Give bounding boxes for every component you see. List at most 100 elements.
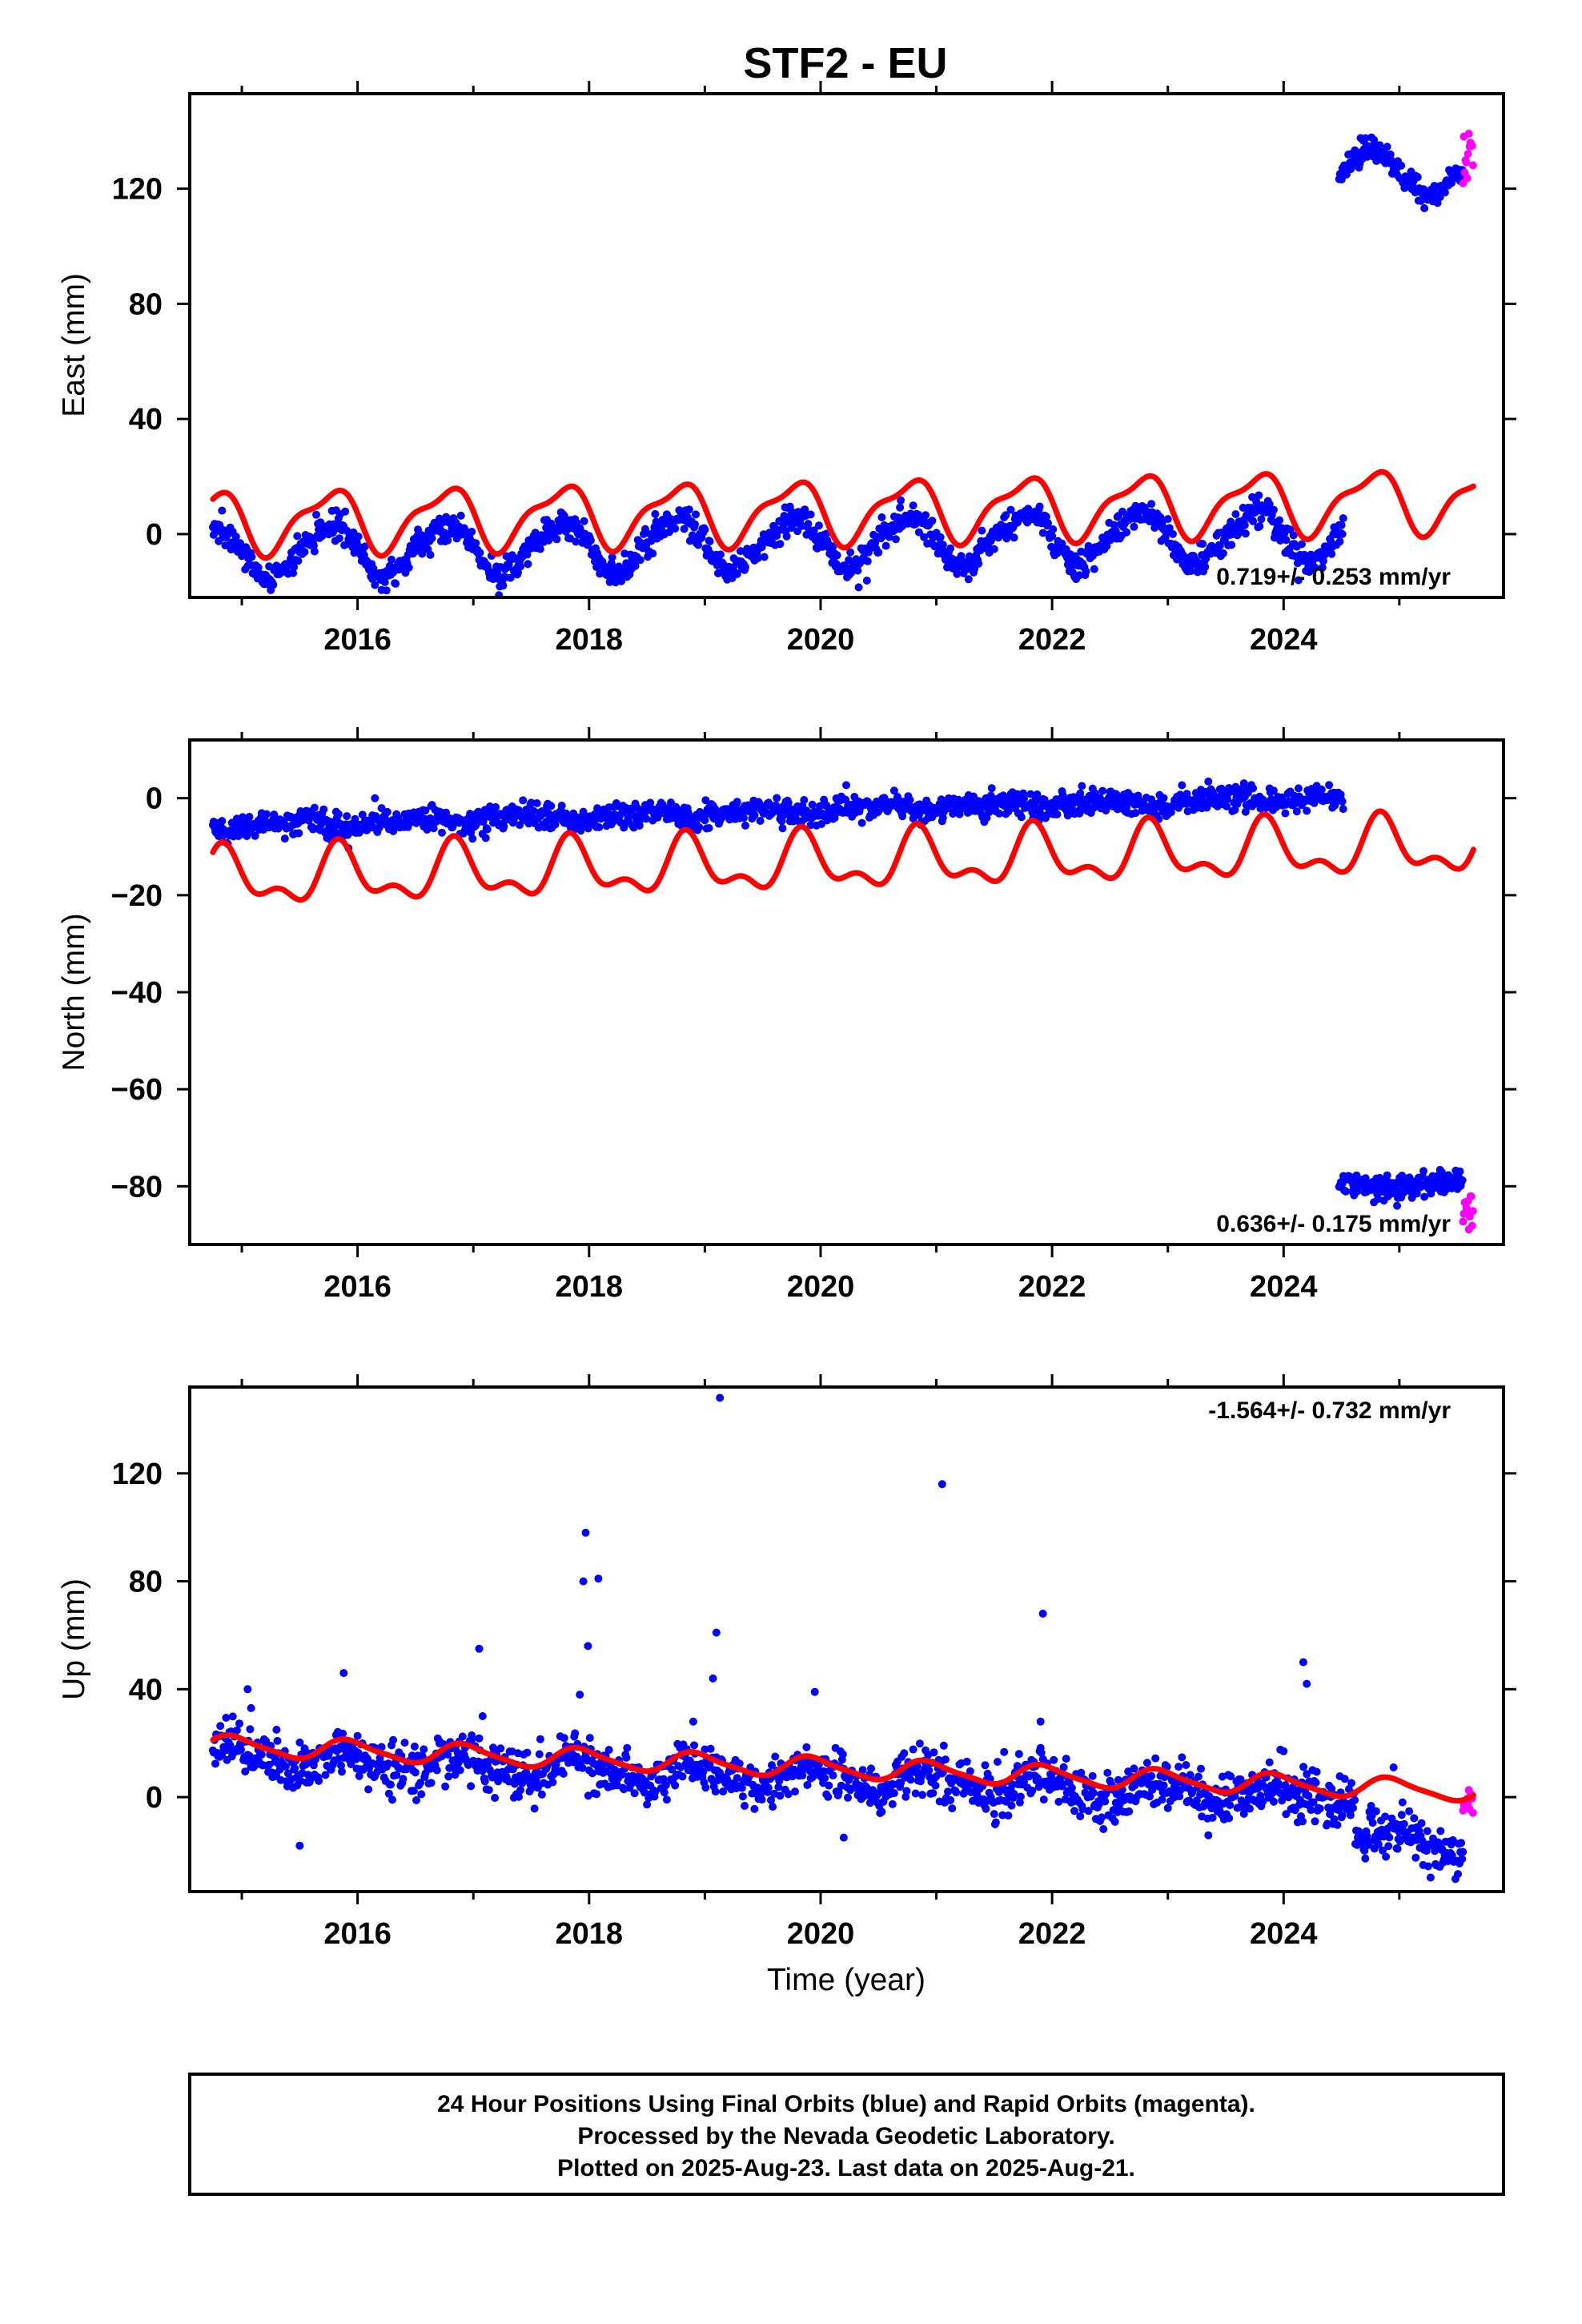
up-data-point [925, 1766, 934, 1775]
up-data-point [411, 1768, 420, 1777]
east-data-point [310, 547, 319, 556]
up-data-point [911, 1789, 920, 1798]
east-data-point [641, 525, 649, 533]
north-data-point [750, 811, 759, 819]
north-y-tick-label: −60 [111, 1073, 163, 1107]
north-data-point [468, 834, 477, 843]
up-outlier-point [247, 1703, 255, 1712]
east-data-point [714, 569, 723, 577]
east-data-point [1049, 525, 1058, 533]
north-data-point [646, 798, 655, 807]
up-data-point [1374, 1840, 1383, 1848]
up-data-point [623, 1743, 632, 1752]
north-data-point [310, 803, 319, 812]
up-data-point [1265, 1758, 1274, 1767]
east-data-point [1240, 521, 1249, 529]
up-data-point [906, 1775, 915, 1784]
east-y-tick-label: 40 [129, 403, 163, 436]
up-data-point [901, 1792, 910, 1801]
up-data-point [515, 1792, 523, 1801]
up-data-point [610, 1765, 619, 1774]
east-data-point [552, 535, 561, 544]
up-data-point [889, 1789, 898, 1798]
up-x-tick-label: 2022 [1018, 1917, 1086, 1951]
east-data-point [964, 575, 973, 584]
east-y-tick-label: 120 [112, 173, 163, 207]
up-data-point [281, 1762, 290, 1771]
up-data-point [776, 1791, 785, 1800]
north-data-point [1317, 785, 1326, 794]
north-y-tick-label: −80 [111, 1170, 163, 1204]
up-data-point [1423, 1827, 1431, 1835]
up-data-point [510, 1779, 519, 1788]
up-data-point [592, 1790, 601, 1799]
east-data-point [1462, 158, 1471, 167]
up-data-point [1347, 1779, 1355, 1787]
up-data-point [1278, 1796, 1287, 1805]
north-data-point [218, 817, 227, 826]
up-data-point [1384, 1842, 1393, 1851]
up-data-point [741, 1802, 749, 1810]
east-data-point [472, 539, 480, 548]
up-data-point [844, 1793, 852, 1802]
east-x-tick-label: 2022 [1018, 623, 1086, 657]
north-data-point [741, 821, 749, 830]
up-data-point [1239, 1809, 1248, 1818]
east-data-point [382, 586, 391, 595]
north-data-point [421, 806, 430, 815]
east-data-point [499, 581, 508, 590]
up-data-point [660, 1788, 669, 1797]
north-data-point [695, 822, 704, 831]
east-data-point [921, 511, 930, 520]
north-data-point [519, 796, 528, 805]
up-data-point [1282, 1810, 1291, 1819]
up-data-point [1076, 1812, 1085, 1820]
up-data-point [643, 1800, 652, 1809]
up-data-point [1351, 1795, 1359, 1804]
north-data-point [905, 795, 914, 804]
north-data-point [1086, 796, 1094, 805]
up-data-point [1175, 1792, 1184, 1801]
east-data-point [978, 526, 986, 535]
up-data-point [888, 1799, 897, 1808]
east-data-point [776, 540, 785, 549]
up-data-point [291, 1764, 299, 1773]
north-data-point [1203, 800, 1212, 809]
east-data-point [636, 556, 644, 565]
north-x-tick-label: 2018 [556, 1270, 624, 1304]
east-data-point [990, 545, 998, 553]
up-data-point [1381, 1812, 1390, 1821]
north-data-point [1437, 1168, 1446, 1176]
north-data-point [251, 831, 259, 840]
up-outlier-point [581, 1528, 590, 1537]
footer-line-3: Plotted on 2025-Aug-23. Last data on 202… [557, 2155, 1135, 2181]
up-data-point [737, 1783, 746, 1792]
up-data-point [1047, 1771, 1056, 1780]
up-data-point [1379, 1846, 1387, 1855]
up-data-point [1007, 1801, 1016, 1810]
up-data-point [535, 1750, 544, 1759]
up-data-point [1110, 1817, 1119, 1826]
east-data-point [891, 535, 900, 544]
up-data-point [1039, 1795, 1048, 1804]
east-data-point [1249, 517, 1258, 525]
footer-line-2: Processed by the Nevada Geodetic Laborat… [577, 2123, 1114, 2149]
up-data-point [630, 1789, 639, 1798]
x-axis-label: Time (year) [767, 1963, 926, 1997]
east-data-point [685, 505, 693, 514]
north-data-point [773, 794, 781, 802]
up-data-point [1312, 1767, 1321, 1776]
east-data-point [938, 541, 947, 549]
up-data-point [1410, 1814, 1419, 1823]
north-data-point [472, 821, 480, 830]
up-rate-label: -1.564+/- 0.732 mm/yr [1208, 1397, 1451, 1424]
up-data-point [1299, 1763, 1308, 1771]
east-data-point [290, 563, 299, 572]
east-data-point [1168, 529, 1177, 538]
east-ylabel: East (mm) [57, 273, 91, 417]
north-rate-label: 0.636+/- 0.175 mm/yr [1216, 1211, 1451, 1237]
east-data-point [1042, 513, 1050, 521]
up-outlier-point [272, 1725, 281, 1734]
